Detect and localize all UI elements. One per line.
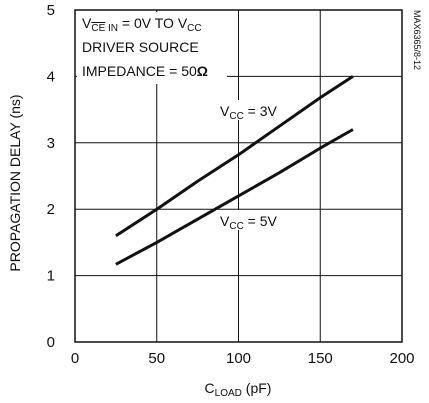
series-line-vcc-3v [115,75,354,238]
conditions-box-background [77,12,227,84]
series-label-bg-3v [216,100,282,120]
tick-labels: 0 50 100 150 200 0 1 2 3 4 5 [47,2,415,367]
y-tick-label: 1 [47,268,55,285]
y-tick-label: 2 [47,201,55,218]
x-axis-label: CLOAD (pF) [205,380,272,399]
x-tick-label: 100 [226,350,251,367]
y-tick-label: 4 [47,68,55,85]
x-tick-label: 150 [308,350,333,367]
x-tick-label: 0 [71,350,79,367]
condition-line-2: DRIVER SOURCE [82,39,199,55]
figure-id: MAX6365/8-12 [412,10,422,70]
condition-line-1: VCE IN = 0V TO VCC [82,15,202,34]
series-label-5v: VCC = 5V [220,213,278,232]
data-series [115,75,354,266]
condition-line-3: IMPEDANCE = 50Ω [82,63,208,79]
y-axis-label: PROPAGATION DELAY (ns) [7,94,23,271]
series-line-vcc-5v [115,128,354,266]
series-label-bg-5v [216,210,282,230]
x-tick-label: 200 [389,350,414,367]
y-tick-label: 3 [47,135,55,152]
y-tick-label: 0 [47,334,55,351]
plot-frame [74,9,403,343]
x-tick-label: 50 [148,350,165,367]
y-tick-label: 5 [47,2,55,19]
series-label-3v: VCC = 3V [220,103,278,122]
